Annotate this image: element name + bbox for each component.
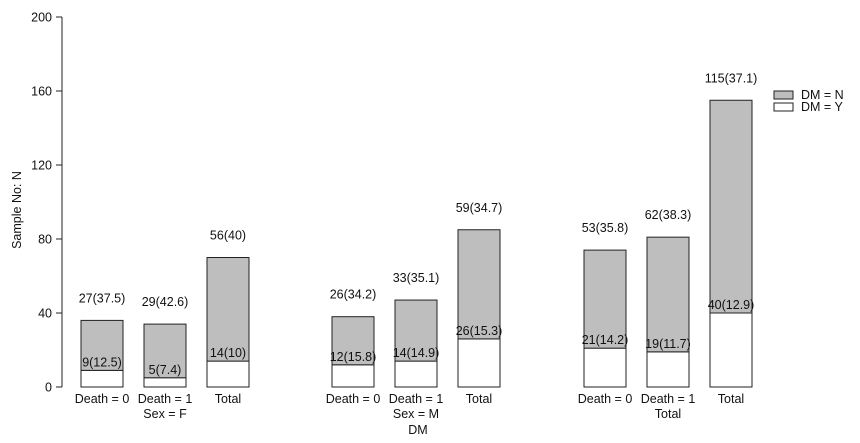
y-tick-label-200: 200 bbox=[31, 11, 52, 25]
bar-sex-m-total-category-label: Total bbox=[466, 392, 492, 406]
group-total: 21(14.2) 53(35.8) Death = 0 19(11.7) 62(38.3… bbox=[578, 71, 758, 421]
group-sex-m: 12(15.8) 26(34.2) Death = 0 14(14.9) 33(35.1… bbox=[326, 201, 503, 421]
bar-sex-m-death-0-dm-n bbox=[331, 316, 375, 366]
bar-sex-f-death-1-category-label: Death = 1 bbox=[138, 392, 193, 406]
bars: 9(12.5) 27(37.5) Death = 0 5(7.4) 29(42.6) De… bbox=[75, 71, 758, 421]
bar-sex-m-total-dm-n bbox=[457, 229, 501, 340]
bar-sex-f-death-0-category-label: Death = 0 bbox=[75, 392, 130, 406]
bar-sex-f-total-dm-n-label: 56(40) bbox=[210, 229, 246, 243]
bar-sex-f-death-1-dm-n-label: 29(42.6) bbox=[142, 295, 189, 309]
y-tick-label-120: 120 bbox=[31, 159, 52, 173]
bar-sex-m-death-1-category-label: Death = 1 bbox=[389, 392, 444, 406]
bar-total-death-1-dm-y-label: 19(11.7) bbox=[645, 337, 691, 351]
bar-sex-f-total-dm-y bbox=[206, 360, 250, 388]
bar-sex-f-death-1-dm-y-label: 5(7.4) bbox=[149, 363, 182, 377]
bar-total-total-category-label: Total bbox=[718, 392, 744, 406]
bar-sex-f-death-0-dm-y bbox=[80, 369, 124, 388]
legend-swatch-dm-y bbox=[773, 102, 794, 112]
bar-sex-f-total-dm-y-label: 14(10) bbox=[210, 346, 246, 360]
group-label-sex-f: Sex = F bbox=[143, 407, 187, 421]
bar-total-death-0-category-label: Death = 0 bbox=[578, 392, 633, 406]
y-axis: 0 40 80 120 160 200 bbox=[31, 11, 63, 395]
y-tick-label-40: 40 bbox=[38, 307, 52, 321]
bar-total-total-dm-n-label: 115(37.1) bbox=[705, 71, 758, 85]
bar-sex-m-death-1-dm-n bbox=[394, 299, 438, 362]
bar-sex-m-death-0-dm-y-label: 12(15.8) bbox=[330, 350, 377, 364]
bar-total-death-0-dm-n-label: 53(35.8) bbox=[582, 221, 629, 235]
group-sex-f: 9(12.5) 27(37.5) Death = 0 5(7.4) 29(42.6) De… bbox=[75, 229, 250, 421]
bar-sex-m-total-dm-y bbox=[457, 338, 501, 388]
bar-total-total-dm-y bbox=[709, 312, 753, 388]
legend-swatch-dm-n bbox=[773, 90, 794, 100]
bar-sex-m-death-0-dm-y bbox=[331, 364, 375, 388]
bar-sex-m-total-dm-y-label: 26(15.3) bbox=[456, 324, 503, 338]
y-tick-label-160: 160 bbox=[31, 85, 52, 99]
legend: DM = NDM = Y bbox=[773, 88, 844, 114]
bar-total-death-1-dm-n bbox=[646, 236, 690, 353]
bar-total-death-0-dm-y bbox=[583, 347, 627, 388]
bar-sex-f-death-0-dm-y-label: 9(12.5) bbox=[82, 355, 122, 369]
legend-label-dm-y: DM = Y bbox=[801, 100, 843, 114]
bar-total-death-1-category-label: Death = 1 bbox=[641, 392, 696, 406]
bar-total-death-0-dm-y-label: 21(14.2) bbox=[582, 333, 629, 347]
bar-total-death-1-dm-n-label: 62(38.3) bbox=[645, 208, 692, 222]
bar-total-death-1-dm-y bbox=[646, 351, 690, 388]
bar-sex-f-death-0-dm-n bbox=[80, 319, 124, 371]
group-label-total: Total bbox=[655, 407, 681, 421]
y-tick-label-0: 0 bbox=[45, 381, 52, 395]
bar-total-total-dm-n bbox=[709, 99, 753, 314]
bar-sex-f-death-1-dm-n bbox=[143, 323, 187, 379]
bar-sex-f-total-category-label: Total bbox=[215, 392, 241, 406]
bar-sex-m-death-1-dm-y-label: 14(14.9) bbox=[393, 346, 440, 360]
bar-sex-f-death-0-dm-n-label: 27(37.5) bbox=[79, 291, 126, 305]
bar-sex-m-death-1-dm-y bbox=[394, 360, 438, 388]
group-label-sex-m: Sex = M bbox=[393, 407, 439, 421]
footer-label: DM bbox=[408, 423, 427, 437]
bar-sex-m-death-0-dm-n-label: 26(34.2) bbox=[330, 288, 377, 302]
bar-sex-m-total-dm-n-label: 59(34.7) bbox=[456, 201, 503, 215]
bar-sex-m-death-1-dm-n-label: 33(35.1) bbox=[393, 271, 440, 285]
bar-total-total-dm-y-label: 40(12.9) bbox=[708, 298, 755, 312]
bar-sex-f-death-1-dm-y bbox=[143, 377, 187, 388]
bar-total-death-0-dm-n bbox=[583, 249, 627, 349]
legend-label-dm-n: DM = N bbox=[801, 88, 844, 102]
bar-sex-f-total-dm-n bbox=[206, 257, 250, 362]
y-axis-title: Sample No: N bbox=[10, 171, 24, 249]
y-tick-label-80: 80 bbox=[38, 233, 52, 247]
bar-sex-m-death-0-category-label: Death = 0 bbox=[326, 392, 381, 406]
